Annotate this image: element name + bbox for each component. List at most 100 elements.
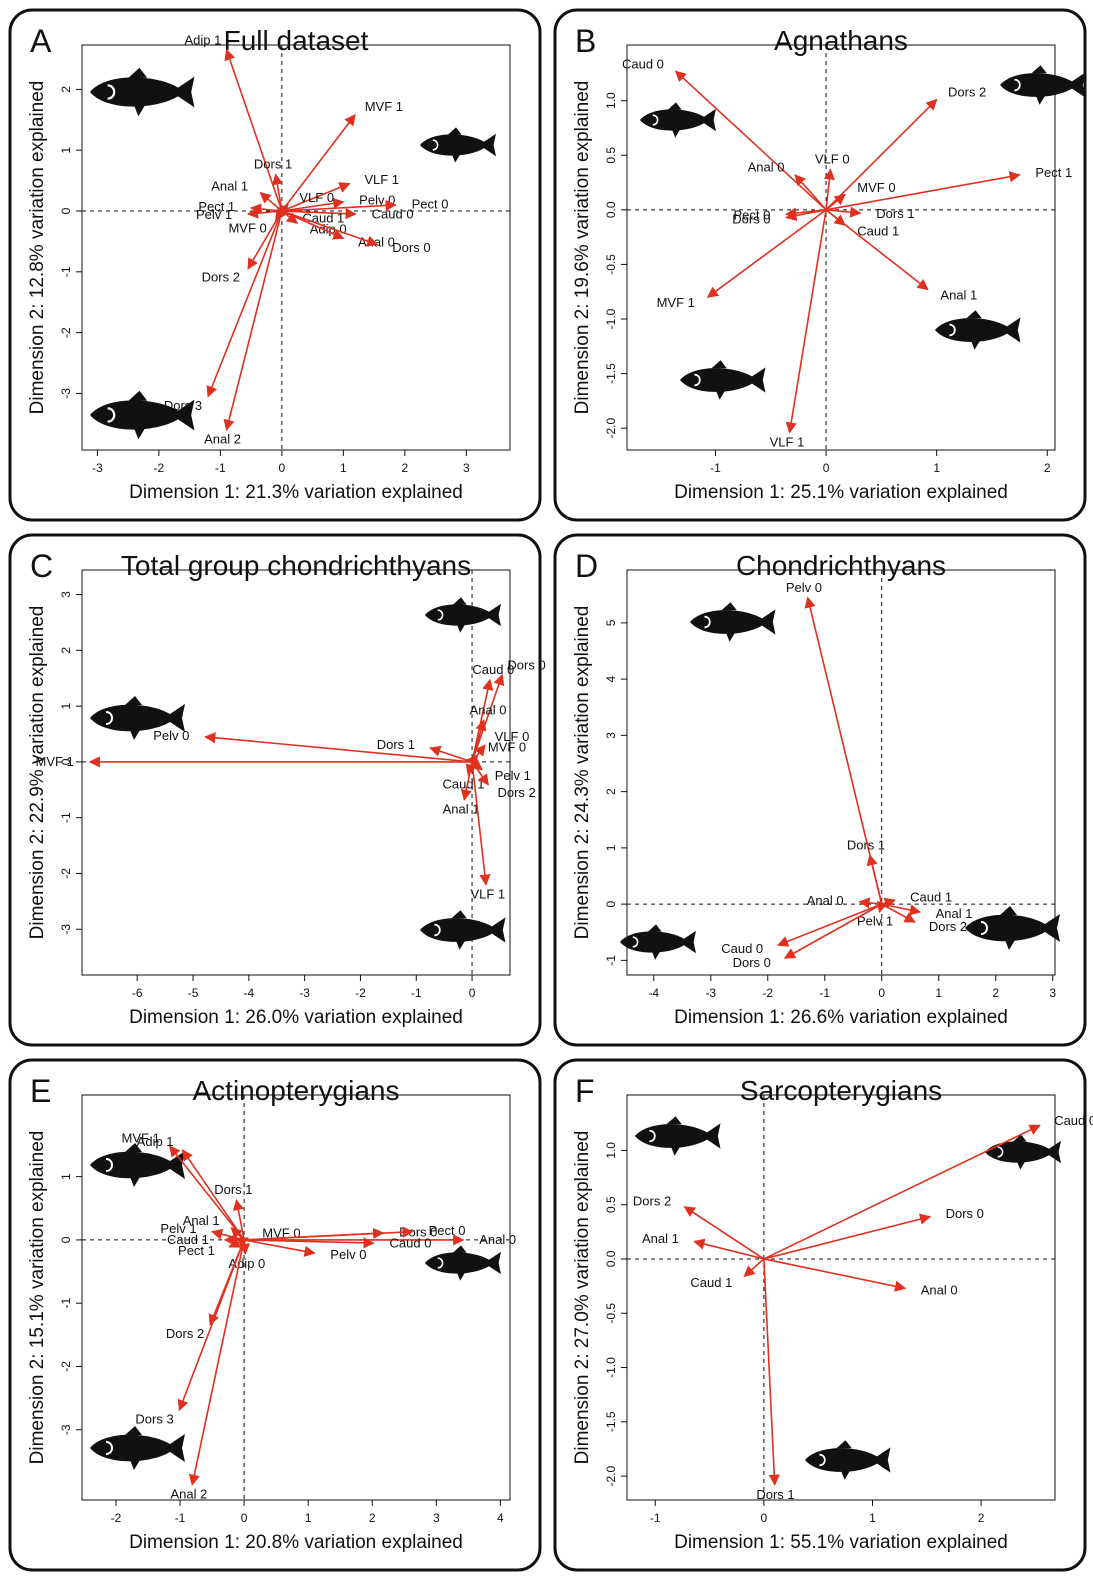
y-tick-label: -1	[604, 955, 618, 966]
y-tick-label: 0	[59, 758, 73, 765]
y-tick-label: 0.5	[604, 147, 618, 164]
arrow-label: MVF 1	[36, 754, 74, 769]
x-tick-label: 2	[1044, 461, 1051, 475]
arrow-label: VLF 1	[364, 172, 399, 187]
fish-fin	[125, 696, 142, 740]
y-tick-label: -1.0	[604, 308, 618, 329]
loading-arrow	[881, 897, 896, 909]
arrow-label: Caud 0	[390, 1235, 432, 1250]
x-tick-label: -1	[411, 986, 422, 1000]
arrow-label: Dors 1	[876, 206, 914, 221]
loading-arrow	[825, 171, 1021, 211]
arrow-label: Anal 1	[940, 288, 977, 303]
fish-eye	[704, 615, 711, 629]
fish-icon	[635, 1116, 721, 1156]
arrow-label: Dors 0	[733, 955, 771, 970]
fish-fin	[1000, 906, 1017, 950]
arrow-label: Pect 1	[198, 199, 235, 214]
arrow-label: Caud 0	[472, 662, 514, 677]
y-tick-label: -3	[59, 924, 73, 935]
arrow-label: Pelv 0	[330, 1247, 366, 1262]
loading-arrow	[281, 199, 397, 212]
x-tick-label: -1	[650, 1511, 661, 1525]
arrow-label: Dors 1	[847, 837, 885, 852]
arrow-label: Anal 1	[936, 906, 973, 921]
chart-title: Sarcopterygians	[740, 1075, 942, 1106]
fish-fin	[1031, 65, 1047, 105]
y-tick-label: -1.5	[604, 363, 618, 384]
loading-arrow	[281, 208, 357, 220]
y-tick-label: -1	[59, 1298, 73, 1309]
fish-eye	[949, 323, 956, 337]
loading-arrow	[794, 174, 827, 211]
fish-fin	[125, 1426, 142, 1470]
fish-icon	[640, 102, 716, 138]
arrow-label: Dors 2	[166, 1326, 204, 1341]
x-tick-label: 0	[761, 1511, 768, 1525]
fish-icon	[935, 310, 1021, 350]
panel-letter: A	[30, 23, 52, 59]
loading-arrow	[881, 903, 922, 916]
arrow-label: Anal 0	[807, 893, 844, 908]
arrow-label: MVF 1	[365, 99, 403, 114]
y-tick-label: 1	[59, 702, 73, 709]
fish-fin	[451, 910, 467, 950]
fish-eye	[432, 139, 439, 151]
fish-fin	[668, 102, 682, 138]
x-tick-label: 2	[978, 1511, 985, 1525]
x-axis-label: Dimension 1: 26.0% variation explained	[129, 1007, 463, 1028]
loading-arrow	[204, 732, 473, 763]
loading-arrow	[429, 745, 473, 763]
y-tick-label: 0	[604, 900, 618, 907]
x-axis-label: Dimension 1: 25.1% variation explained	[674, 482, 1008, 503]
y-axis-label: Dimension 2: 27.0% variation explained	[572, 1131, 593, 1465]
x-tick-label: 1	[340, 461, 347, 475]
loading-arrow	[281, 197, 345, 212]
x-tick-label: 1	[933, 461, 940, 475]
loading-arrow	[674, 70, 827, 211]
loading-arrow	[683, 1206, 765, 1260]
loading-arrow	[763, 1258, 907, 1292]
arrow-label: Caud 0	[622, 56, 664, 71]
arrow-label: Dors 0	[732, 211, 770, 226]
fish-eye	[980, 921, 988, 935]
arrow-label: Caud 1	[910, 889, 952, 904]
fish-eye	[1014, 78, 1021, 92]
arrow-label: Caud 1	[690, 1275, 732, 1290]
fish-icon	[1000, 65, 1086, 105]
panel-frame	[553, 8, 1087, 522]
x-tick-label: 0	[241, 1511, 248, 1525]
fish-icon	[965, 906, 1060, 950]
arrow-label: Dors 2	[633, 1193, 671, 1208]
arrow-label: Caud 1	[857, 223, 899, 238]
plot-frame	[626, 569, 1056, 976]
arrow-label: Dors 1	[214, 1182, 252, 1197]
x-tick-label: 4	[497, 1511, 504, 1525]
plot-frame	[626, 1094, 1056, 1501]
x-tick-label: 1	[869, 1511, 876, 1525]
arrow-label: MVF 0	[488, 740, 526, 755]
loading-arrow	[776, 903, 883, 947]
arrow-label: MVF 0	[857, 180, 895, 195]
chart-title: Total group chondrichthyans	[121, 550, 471, 581]
loading-arrow	[825, 209, 929, 291]
arrow-label: VLF 0	[299, 190, 334, 205]
x-tick-label: 2	[369, 1511, 376, 1525]
x-tick-label: -1	[175, 1511, 186, 1525]
arrow-label: Anal 1	[211, 178, 248, 193]
x-tick-label: 1	[935, 986, 942, 1000]
chart-title: Full dataset	[224, 25, 369, 56]
fish-icon	[425, 597, 501, 633]
fish-eye	[997, 1146, 1004, 1158]
loading-arrow	[743, 1258, 765, 1278]
loading-arrow	[188, 1239, 245, 1486]
arrow-label: Pect 0	[412, 196, 449, 211]
y-tick-label: -3	[59, 388, 73, 399]
arrow-label: Anal 1	[642, 1231, 679, 1246]
fish-body	[805, 1447, 891, 1473]
loading-arrow	[471, 761, 491, 886]
loading-arrow	[281, 210, 379, 247]
loading-arrow	[471, 673, 505, 763]
fish-icon	[425, 1245, 501, 1281]
loading-arrow	[785, 209, 827, 434]
